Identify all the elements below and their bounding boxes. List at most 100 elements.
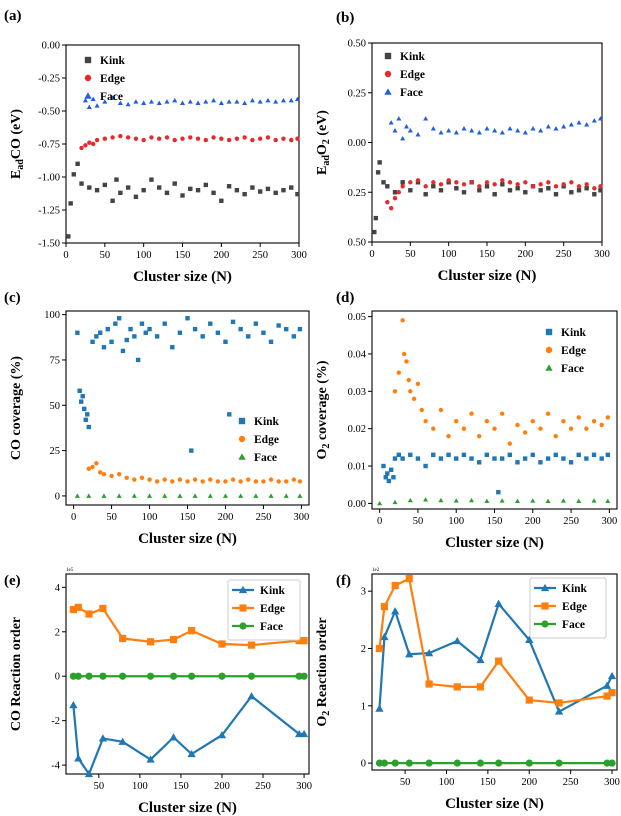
data-point	[538, 460, 543, 465]
data-point	[149, 135, 154, 140]
legend: Kink Edge Face	[84, 55, 126, 103]
data-point	[120, 348, 126, 354]
y-axis-label: EadO2 (eV)	[315, 110, 332, 175]
data-point	[162, 477, 167, 482]
data-point	[603, 759, 611, 767]
legend-marker	[545, 364, 553, 371]
data-point	[281, 188, 286, 193]
data-point	[484, 126, 490, 131]
data-point	[375, 170, 381, 175]
data-point	[591, 498, 597, 503]
data-point	[141, 188, 146, 193]
data-point	[525, 635, 534, 644]
data-point	[553, 192, 559, 197]
legend-marker	[238, 585, 248, 594]
data-point	[431, 180, 436, 185]
data-point	[116, 471, 122, 477]
data-point	[408, 452, 413, 458]
y-axis-label: EadCO (eV)	[9, 109, 26, 179]
data-point	[141, 100, 147, 105]
data-point	[584, 186, 589, 191]
data-point	[453, 636, 462, 645]
data-point	[203, 99, 209, 104]
data-point	[495, 657, 503, 665]
x-tick-label: 100	[132, 781, 148, 792]
data-point	[377, 500, 383, 506]
data-point	[423, 192, 428, 197]
data-point	[461, 182, 467, 187]
panel-label: (f)	[336, 573, 351, 589]
data-point	[500, 182, 505, 187]
x-tick-label: 100	[448, 516, 464, 527]
data-point	[162, 493, 168, 498]
data-point	[446, 433, 451, 439]
data-point	[438, 456, 444, 461]
x-tick-label: 200	[521, 777, 537, 788]
series-kink	[69, 692, 309, 778]
data-point	[523, 180, 528, 185]
data-point	[257, 189, 263, 194]
data-point	[90, 141, 96, 147]
y-tick-label: -4	[51, 761, 60, 772]
data-point	[268, 477, 274, 482]
data-point	[102, 99, 108, 104]
data-point	[425, 759, 433, 767]
series-face	[375, 759, 616, 767]
panel-label: (c)	[4, 290, 21, 306]
x-axis-label: Cluster size (N)	[138, 800, 237, 816]
data-point	[109, 339, 114, 345]
data-point	[545, 456, 551, 461]
data-point	[102, 182, 108, 188]
series-line	[72, 694, 305, 777]
data-point	[461, 126, 467, 131]
data-point	[281, 136, 286, 141]
data-point	[554, 707, 564, 715]
data-point	[200, 479, 205, 484]
data-point	[446, 452, 451, 458]
data-point	[553, 433, 558, 439]
y-tick-label: 50	[50, 401, 61, 412]
data-point	[226, 184, 232, 189]
data-point	[499, 411, 505, 416]
data-point	[217, 730, 227, 739]
data-point	[110, 198, 115, 203]
data-point	[598, 188, 603, 193]
data-point	[561, 124, 567, 129]
data-point	[530, 498, 536, 503]
data-point	[188, 186, 193, 192]
data-point	[118, 737, 127, 745]
data-point	[295, 637, 303, 645]
data-point	[461, 426, 467, 431]
legend-marker	[84, 92, 92, 99]
legend-label: Face	[260, 621, 283, 633]
legend-label: Edge	[561, 345, 586, 357]
data-point	[257, 136, 263, 141]
data-point	[124, 475, 129, 481]
data-point	[385, 184, 390, 189]
y-tick-label: 25	[50, 446, 61, 457]
data-point	[211, 135, 216, 140]
data-point	[525, 759, 533, 767]
y-tick-label: -1.25	[38, 206, 60, 217]
data-point	[454, 180, 459, 185]
series-edge	[69, 603, 308, 649]
legend: Kink Edge Face	[238, 416, 280, 464]
data-point	[195, 100, 201, 105]
chart-panel-c: (c) 0 50 100 150 200 250 300 0 25 50 75 100 Cluster s…	[4, 290, 310, 547]
data-point	[284, 479, 289, 484]
data-point	[289, 137, 294, 143]
data-point	[576, 452, 581, 458]
data-point	[603, 692, 611, 700]
data-point	[273, 99, 279, 104]
data-point	[297, 493, 303, 498]
data-point	[388, 205, 394, 211]
x-tick-label: 250	[255, 781, 271, 792]
x-tick-label: 250	[256, 512, 272, 523]
data-point	[101, 471, 107, 477]
data-point	[87, 185, 92, 190]
y-tick-label: 75	[50, 355, 61, 366]
data-point	[177, 493, 183, 498]
data-point	[148, 99, 154, 104]
x-tick-label: 0	[377, 516, 382, 527]
data-point	[492, 426, 497, 431]
